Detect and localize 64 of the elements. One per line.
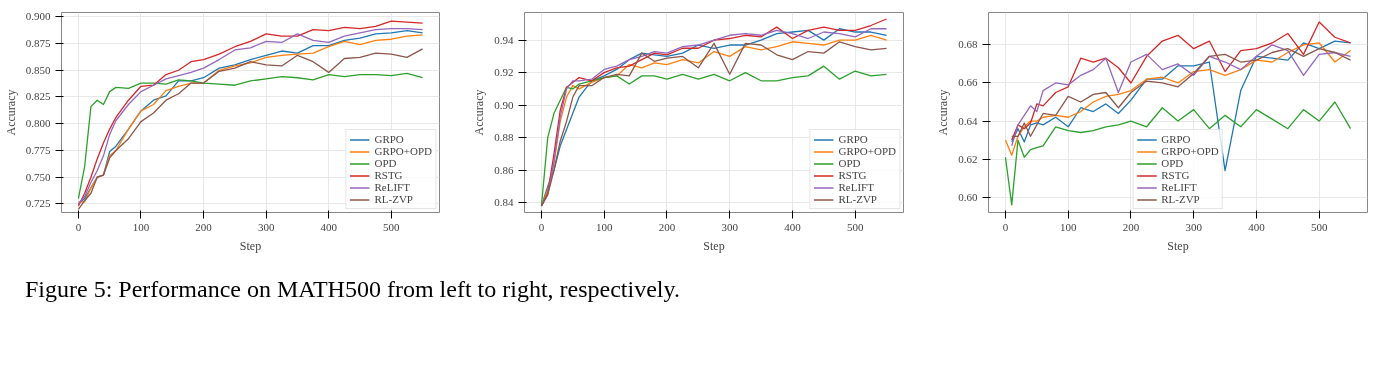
x-tick-label: 0 bbox=[1002, 220, 1009, 233]
y-tick-label: 0.60 bbox=[958, 190, 978, 203]
x-tick-label: 300 bbox=[1185, 220, 1203, 233]
caption: Figure 5: Performance on MATH500 from left to right, respectively. bbox=[25, 275, 680, 304]
y-tick-label: 0.92 bbox=[494, 66, 514, 79]
x-axis-title: Step bbox=[239, 238, 262, 253]
legend-label: ReLIFT bbox=[374, 181, 410, 193]
y-tick-label: 0.68 bbox=[958, 38, 978, 51]
legend-label: OPD bbox=[374, 157, 397, 169]
y-tick-label: 0.725 bbox=[25, 197, 51, 210]
line-series bbox=[1004, 101, 1352, 206]
x-tick-label: 200 bbox=[1122, 220, 1140, 233]
y-tick-label: 0.825 bbox=[25, 90, 51, 103]
x-tick-label: 100 bbox=[595, 220, 613, 233]
legend-label: OPD bbox=[1161, 157, 1184, 169]
x-tick-label: 100 bbox=[1059, 220, 1077, 233]
x-axis-title: Step bbox=[703, 238, 725, 253]
x-tick-label: 400 bbox=[320, 220, 338, 233]
y-axis-title: Accuracy bbox=[472, 89, 487, 136]
x-tick-label: 0 bbox=[75, 220, 82, 233]
y-tick-label: 0.94 bbox=[494, 33, 514, 46]
x-axis-title: Step bbox=[1167, 238, 1189, 253]
y-axis-title: Accuracy bbox=[936, 89, 951, 136]
legend-label: RL-ZVP bbox=[1161, 193, 1200, 205]
legend-label: GRPO bbox=[374, 133, 404, 145]
x-tick-label: 100 bbox=[132, 220, 150, 233]
y-tick-label: 0.90 bbox=[494, 98, 514, 111]
y-tick-label: 0.88 bbox=[494, 131, 514, 144]
legend-label: GRPO+OPD bbox=[374, 145, 432, 157]
x-tick-label: 300 bbox=[257, 220, 275, 233]
legend-label: GRPO bbox=[838, 133, 868, 145]
x-tick-label: 300 bbox=[721, 220, 739, 233]
x-tick-label: 200 bbox=[658, 220, 676, 233]
legend-label: ReLIFT bbox=[838, 181, 874, 193]
x-tick-label: 500 bbox=[846, 220, 864, 233]
y-tick-label: 0.84 bbox=[494, 196, 514, 209]
legend-label: ReLIFT bbox=[1161, 181, 1197, 193]
y-tick-label: 0.900 bbox=[25, 10, 51, 23]
x-tick-label: 200 bbox=[195, 220, 213, 233]
y-tick-label: 0.850 bbox=[25, 63, 51, 76]
legend-label: RSTG bbox=[838, 169, 867, 181]
legend-label: GRPO bbox=[1161, 133, 1191, 145]
y-tick-label: 0.64 bbox=[958, 114, 978, 127]
legend-label: RSTG bbox=[1161, 169, 1190, 181]
y-tick-label: 0.62 bbox=[958, 152, 978, 165]
y-tick-label: 0.800 bbox=[25, 117, 51, 130]
legend-label: GRPO+OPD bbox=[1161, 145, 1219, 157]
y-tick-label: 0.750 bbox=[25, 170, 51, 183]
y-tick-label: 0.86 bbox=[494, 163, 514, 176]
x-tick-label: 500 bbox=[1310, 220, 1328, 233]
line-series bbox=[1011, 21, 1352, 141]
y-tick-label: 0.775 bbox=[25, 143, 51, 156]
legend-label: OPD bbox=[838, 157, 861, 169]
y-tick-label: 0.875 bbox=[25, 37, 51, 50]
x-tick-label: 400 bbox=[784, 220, 802, 233]
y-tick-label: 0.66 bbox=[958, 76, 978, 89]
x-tick-label: 0 bbox=[538, 220, 545, 233]
legend-label: RSTG bbox=[374, 169, 403, 181]
x-tick-label: 400 bbox=[1248, 220, 1266, 233]
y-axis-title: Accuracy bbox=[3, 89, 18, 136]
legend-label: GRPO+OPD bbox=[838, 145, 896, 157]
legend-label: RL-ZVP bbox=[374, 193, 413, 205]
legend-label: RL-ZVP bbox=[838, 193, 877, 205]
x-tick-label: 500 bbox=[383, 220, 401, 233]
